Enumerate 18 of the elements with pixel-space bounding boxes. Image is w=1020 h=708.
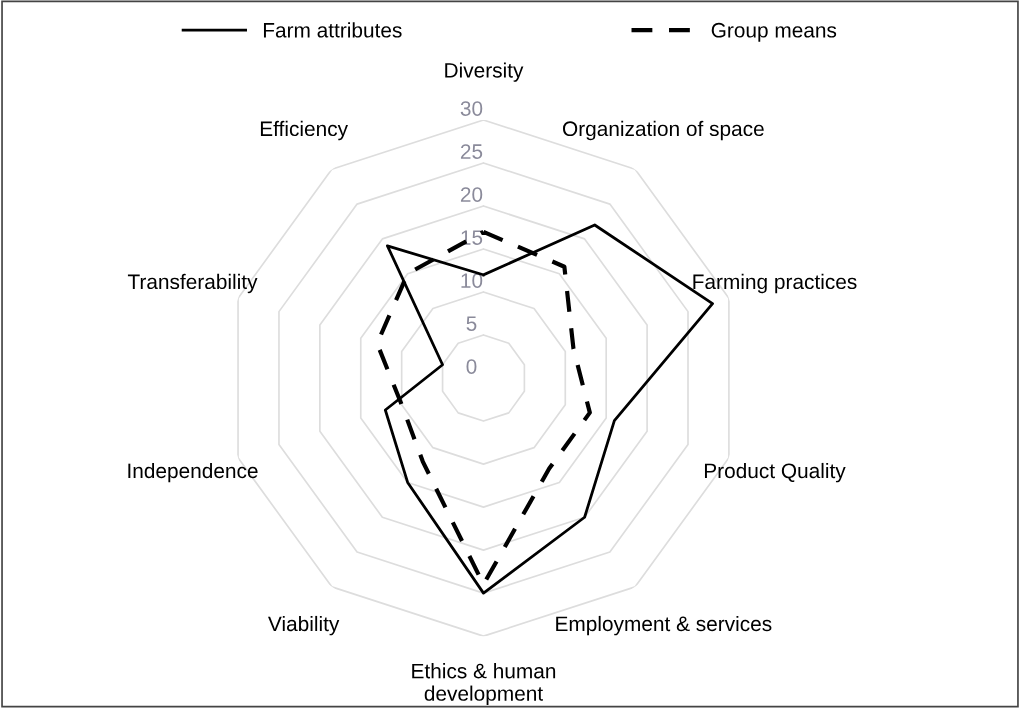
spoke-label: Ethics & human development: [412, 663, 556, 705]
y-tick-label: 5: [466, 316, 477, 331]
spoke-label: Product Quality: [704, 462, 846, 483]
spoke-label: Independence: [128, 462, 258, 483]
spoke-label: Organization of space: [562, 120, 764, 141]
spoke-label: Diversity: [445, 62, 524, 82]
legend-label: Farm attributes: [263, 22, 402, 38]
spoke-label: Efficiency: [260, 120, 348, 141]
y-tick-label: 20: [460, 187, 483, 202]
spoke-label: Farming practices: [693, 273, 857, 294]
spoke-label: Employment & services: [556, 615, 772, 636]
spoke-label: Transferability: [127, 273, 258, 294]
spoke-label: Viability: [268, 615, 340, 636]
y-tick-label: 10: [461, 273, 483, 288]
legend-label: Group means: [711, 22, 837, 42]
y-tick-label: 0: [466, 359, 477, 374]
y-tick-label: 25: [460, 144, 483, 159]
y-tick-label: 30: [460, 101, 483, 116]
